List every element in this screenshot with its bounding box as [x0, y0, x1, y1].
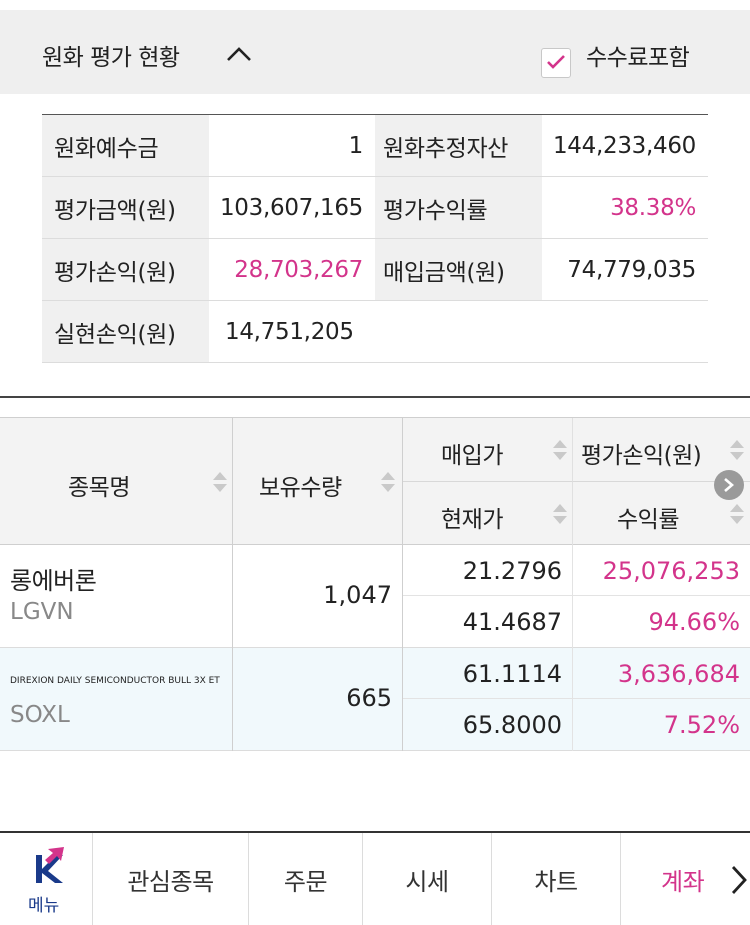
- summary-label: 평가수익률: [375, 177, 542, 238]
- grid-header: 종목명 보유수량 매입가 평가손익(원) 현재가 수익률: [0, 417, 750, 546]
- header-quantity-label: 보유수량: [259, 475, 342, 501]
- summary-label: 평가금액(원): [42, 177, 209, 238]
- header-buy-price-label: 매입가: [441, 443, 503, 469]
- summary-label: 원화예수금: [42, 115, 209, 176]
- buy-price-cell: 21.2796: [403, 545, 573, 596]
- eval-pnl-value: 25,076,253: [602, 557, 740, 585]
- evaluation-header: 원화 평가 현황 수수료포함: [0, 10, 750, 94]
- eval-pnl-cell: 25,076,253: [573, 545, 750, 596]
- return-rate-value: 7.52%: [663, 711, 740, 739]
- menu-button[interactable]: 메뉴: [0, 833, 93, 925]
- nav-item-order[interactable]: 주문: [249, 833, 363, 925]
- stock-code: LGVN: [10, 599, 74, 625]
- summary-table: 원화예수금 1 원화추정자산 144,233,460 평가금액(원) 103,6…: [42, 114, 708, 363]
- fee-include-checkbox[interactable]: [541, 48, 571, 78]
- summary-row: 실현손익(원) 14,751,205: [42, 301, 708, 363]
- return-rate-value: 94.66%: [648, 608, 740, 636]
- header-buy-price[interactable]: 매입가: [403, 418, 573, 482]
- quantity-cell: 1,047: [233, 545, 403, 648]
- summary-label: 평가손익(원): [42, 239, 209, 300]
- summary-value: 14,751,205: [209, 301, 375, 362]
- k-logo-icon: [34, 847, 66, 889]
- sort-icon[interactable]: [553, 440, 567, 460]
- nav-item-watchlist[interactable]: 관심종목: [93, 833, 249, 925]
- summary-row: 원화예수금 1 원화추정자산 144,233,460: [42, 115, 708, 177]
- summary-row: 평가금액(원) 103,607,165 평가수익률 38.38%: [42, 177, 708, 239]
- sort-icon[interactable]: [381, 472, 395, 492]
- scroll-right-button-icon[interactable]: [714, 470, 744, 500]
- bottom-nav: 메뉴 관심종목 주문 시세 차트 계좌: [0, 831, 750, 925]
- eval-pnl-value: 3,636,684: [617, 660, 740, 688]
- buy-price-cell: 61.1114: [403, 648, 573, 699]
- summary-value: 74,779,035: [542, 239, 708, 300]
- sort-icon[interactable]: [213, 472, 227, 492]
- sort-icon[interactable]: [730, 440, 744, 460]
- stock-name-cell: DIREXION DAILY SEMICONDUCTOR BULL 3X ET …: [0, 648, 233, 751]
- summary-value: 103,607,165: [209, 177, 375, 238]
- summary-label: 실현손익(원): [42, 301, 209, 362]
- nav-item-quote[interactable]: 시세: [363, 833, 492, 925]
- header-eval-pnl-label: 평가손익(원): [581, 443, 702, 469]
- nav-item-chart[interactable]: 차트: [492, 833, 621, 925]
- fee-include-label[interactable]: 수수료포함: [586, 45, 690, 71]
- buy-price-value: 21.2796: [462, 557, 562, 585]
- summary-value: 144,233,460: [542, 115, 708, 176]
- summary-row: 평가손익(원) 28,703,267 매입금액(원) 74,779,035: [42, 239, 708, 301]
- header-current-price-label: 현재가: [441, 507, 503, 533]
- collapse-chevron-icon[interactable]: [226, 46, 252, 62]
- section-divider: [0, 396, 750, 398]
- stock-code: SOXL: [10, 702, 70, 728]
- stock-name-cell: 롱에버론 LGVN: [0, 545, 233, 648]
- quantity-value: 1,047: [323, 581, 392, 609]
- table-row[interactable]: DIREXION DAILY SEMICONDUCTOR BULL 3X ET …: [0, 648, 750, 751]
- header-return-rate[interactable]: 수익률: [573, 482, 750, 546]
- summary-label: 원화추정자산: [375, 115, 542, 176]
- top-strip: [0, 0, 750, 10]
- summary-value: 28,703,267: [209, 239, 375, 300]
- nav-item-account[interactable]: 계좌: [661, 867, 705, 896]
- nav-more-arrow-icon[interactable]: [726, 833, 750, 925]
- stock-name: DIREXION DAILY SEMICONDUCTOR BULL 3X ET: [10, 676, 220, 686]
- return-rate-cell: 7.52%: [573, 699, 750, 751]
- return-rate-cell: 94.66%: [573, 596, 750, 648]
- header-stock-name-label: 종목명: [68, 475, 130, 501]
- current-price-cell: 65.8000: [403, 699, 573, 751]
- eval-pnl-cell: 3,636,684: [573, 648, 750, 699]
- current-price-value: 41.4687: [462, 608, 562, 636]
- header-stock-name[interactable]: 종목명: [0, 418, 233, 546]
- quantity-cell: 665: [233, 648, 403, 751]
- summary-label: 매입금액(원): [375, 239, 542, 300]
- summary-value: 38.38%: [542, 177, 708, 238]
- summary-value: 1: [209, 115, 375, 176]
- summary-label-empty: [375, 301, 542, 362]
- current-price-value: 65.8000: [462, 711, 562, 739]
- summary-value-empty: [542, 301, 708, 362]
- current-price-cell: 41.4687: [403, 596, 573, 648]
- section-title: 원화 평가 현황: [42, 45, 180, 71]
- header-return-rate-label: 수익률: [617, 507, 679, 533]
- header-current-price[interactable]: 현재가: [403, 482, 573, 546]
- header-eval-pnl[interactable]: 평가손익(원): [573, 418, 750, 482]
- header-quantity[interactable]: 보유수량: [233, 418, 403, 546]
- sort-icon[interactable]: [730, 504, 744, 524]
- sort-icon[interactable]: [553, 504, 567, 524]
- stock-name: 롱에버론: [10, 567, 97, 595]
- holdings-grid: 종목명 보유수량 매입가 평가손익(원) 현재가 수익률 롱에버론: [0, 417, 750, 751]
- buy-price-value: 61.1114: [462, 660, 562, 688]
- table-row[interactable]: 롱에버론 LGVN 1,047 21.2796 25,076,253 41.46…: [0, 545, 750, 648]
- quantity-value: 665: [346, 684, 392, 712]
- menu-label: 메뉴: [28, 896, 60, 916]
